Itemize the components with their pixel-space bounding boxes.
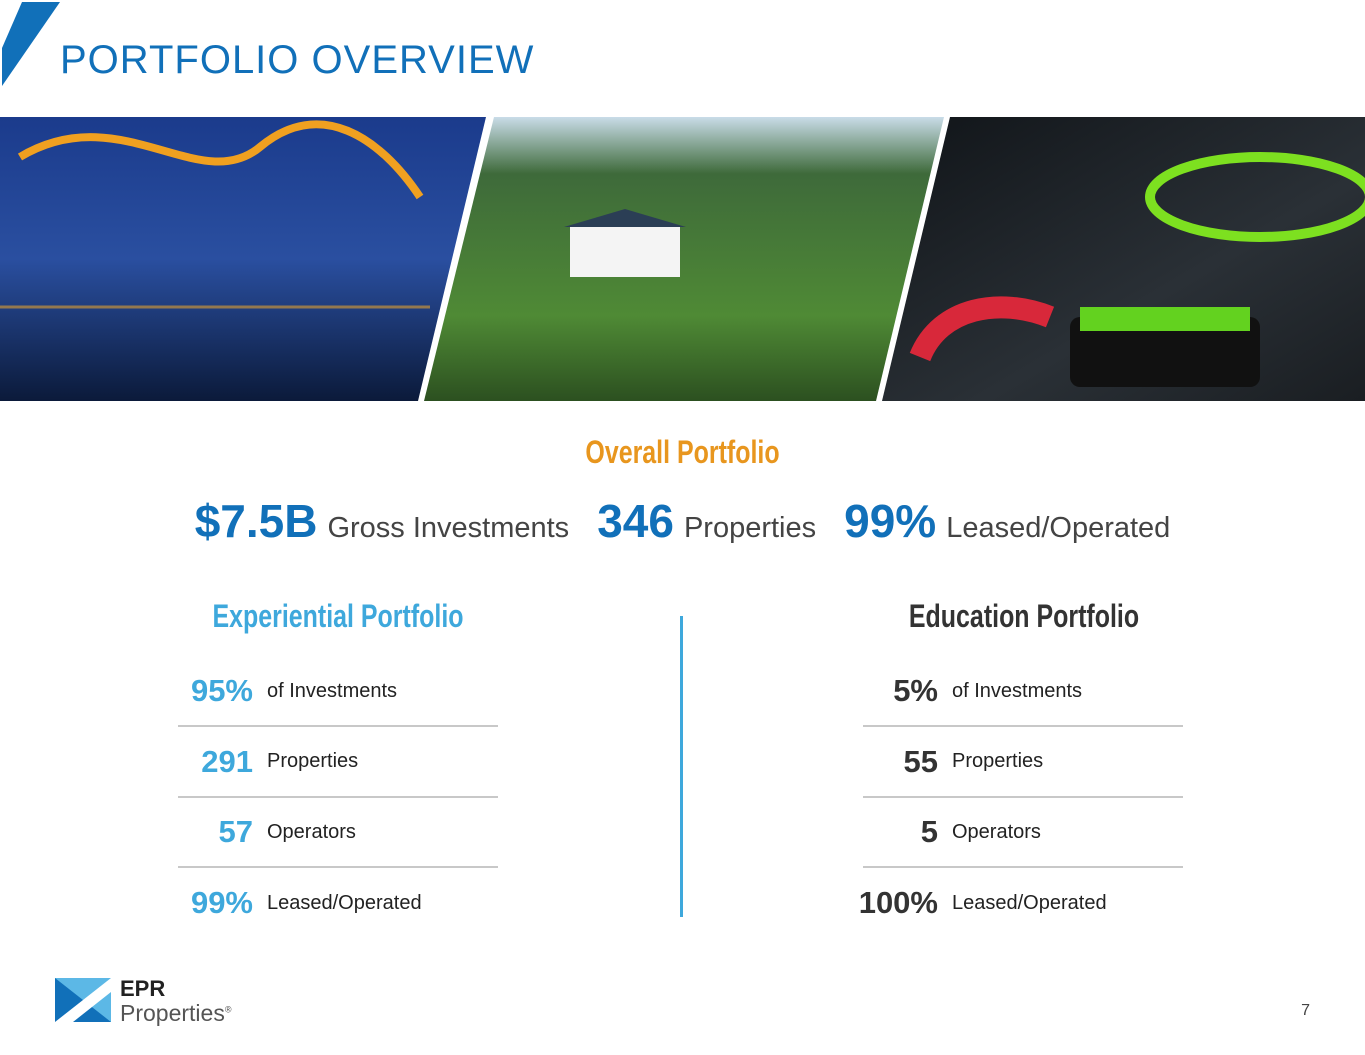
slide-title: PORTFOLIO OVERVIEW (60, 38, 535, 82)
stat-value: 99% (844, 495, 937, 547)
logo-mark: ® (224, 1004, 232, 1015)
stat-label: Properties (683, 512, 817, 544)
stat-row: 5 Operators (818, 812, 1041, 852)
photo-strip (0, 117, 1365, 401)
stat-label: Operators (952, 820, 1041, 843)
stat-row: 291 Properties (133, 742, 358, 782)
stat-value: 5 (920, 814, 938, 850)
stat-value: 5% (893, 673, 938, 708)
stat-value: 55 (903, 743, 938, 779)
stat-label: Properties (952, 750, 1044, 773)
stat-row: 100% Leased/Operated (818, 883, 1107, 923)
stat-label: Leased/Operated (946, 512, 1171, 544)
stat-row: 95% of Investments (133, 671, 397, 711)
stat-label: of Investments (952, 679, 1083, 702)
divider (680, 616, 683, 917)
education-title: Education Portfolio (908, 598, 1140, 634)
corner-accent (2, 2, 60, 86)
logo-icon (55, 978, 111, 1022)
overall-stat: 346 Properties (597, 494, 816, 548)
stat-value: 95% (190, 673, 253, 708)
row-rule (178, 866, 498, 869)
row-rule (863, 725, 1183, 727)
stat-row: 5% of Investments (818, 671, 1082, 711)
stat-label: Leased/Operated (952, 891, 1107, 914)
logo-top: EPR (120, 976, 166, 1001)
row-rule (863, 795, 1183, 798)
stat-row: 99% Leased/Operated (133, 883, 422, 923)
stat-value: 57 (218, 814, 253, 850)
stat-row: 57 Operators (133, 812, 356, 852)
stat-value: 99% (190, 885, 253, 921)
stat-value: 291 (201, 743, 253, 779)
experiential-title: Experiential Portfolio (212, 598, 464, 634)
stat-value: $7.5B (194, 495, 318, 547)
stat-label: of Investments (267, 679, 398, 702)
stat-label: Leased/Operated (267, 891, 422, 914)
stat-value: 100% (858, 885, 938, 921)
stat-value: 346 (597, 495, 674, 547)
stat-label: Properties (267, 750, 359, 773)
row-rule (863, 866, 1183, 869)
overall-stats: $7.5B Gross Investments 346 Properties 99% Le… (0, 494, 1365, 548)
stat-label: Operators (267, 820, 356, 843)
row-rule (178, 795, 498, 798)
logo-word: Properties (120, 1000, 225, 1026)
logo-bottom: Properties® (120, 1000, 231, 1027)
overall-stat: 99% Leased/Operated (844, 494, 1170, 548)
stat-row: 55 Properties (818, 742, 1044, 782)
overall-stat: $7.5B Gross Investments (195, 494, 570, 548)
page-number: 7 (1301, 1002, 1310, 1019)
overall-title: Overall Portfolio (585, 434, 780, 470)
row-rule (178, 725, 498, 727)
stat-label: Gross Investments (327, 512, 570, 544)
